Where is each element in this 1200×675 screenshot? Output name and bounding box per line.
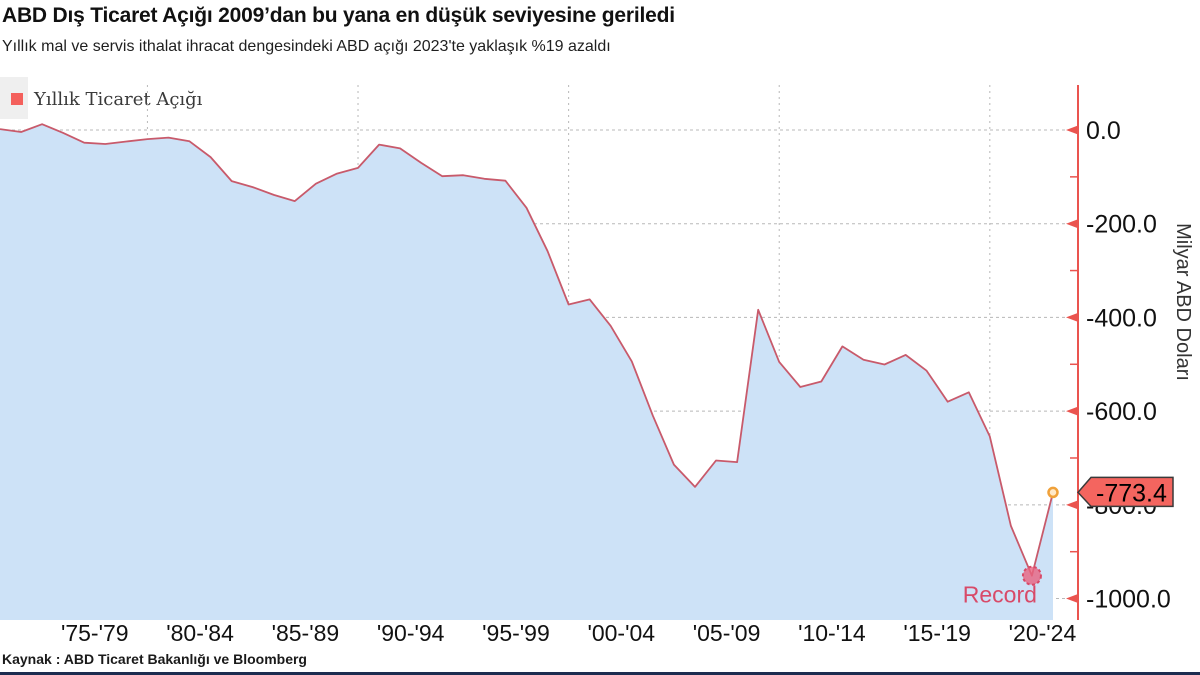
record-annotation-label: Record xyxy=(963,582,1037,608)
x-tick-label: '20-'24 xyxy=(1009,620,1077,646)
last-value-tag-label: -773.4 xyxy=(1096,479,1167,507)
x-tick-label: '95-'99 xyxy=(482,620,550,646)
last-value-tag xyxy=(1076,476,1174,508)
y-tick-arrow-icon xyxy=(1066,406,1078,416)
record-point-marker xyxy=(1021,565,1042,586)
x-tick-label: '15-'19 xyxy=(903,620,971,646)
x-tick-label: '80-'84 xyxy=(166,620,234,646)
x-tick-label: '85-'89 xyxy=(272,620,340,646)
y-tick-arrow-icon xyxy=(1066,500,1078,510)
y-tick-arrow-icon xyxy=(1066,125,1078,135)
page-title: ABD Dış Ticaret Açığı 2009’dan bu yana e… xyxy=(2,4,675,27)
y-axis xyxy=(1066,85,1079,620)
y-tick-arrow-icon xyxy=(1066,219,1078,229)
legend-swatch-icon xyxy=(11,93,23,105)
y-tick-label: -600.0 xyxy=(1086,398,1157,426)
y-tick-arrow-icon xyxy=(1066,312,1078,322)
page-subtitle: Yıllık mal ve servis ithalat ihracat den… xyxy=(2,38,611,55)
data-series xyxy=(0,123,1054,620)
x-tick-label: '90-'94 xyxy=(377,620,445,646)
source-credit: Kaynak : ABD Ticaret Bakanlığı ve Bloomb… xyxy=(2,651,307,667)
x-tick-label: '00-'04 xyxy=(587,620,655,646)
annotations: Record -773.4 xyxy=(963,476,1174,608)
x-tick-label: '10-'14 xyxy=(798,620,866,646)
x-tick-label: '75-'79 xyxy=(61,620,129,646)
y-tick-label: -200.0 xyxy=(1086,211,1157,239)
legend-label: Yıllık Ticaret Açığı xyxy=(34,89,203,110)
last-point-marker xyxy=(1047,486,1059,499)
area-fill xyxy=(0,124,1053,620)
trend-line xyxy=(0,123,1054,577)
x-tick-label: '05-'09 xyxy=(693,620,761,646)
y-tick-label: 0.0 xyxy=(1086,117,1121,145)
axis-tick-labels: 0.0-200.0-400.0-600.0-800.0-1000.0'75-'7… xyxy=(61,117,1171,646)
bottom-accent-bar xyxy=(0,672,1200,675)
y-tick-arrow-icon xyxy=(1066,594,1078,604)
y-axis-title: Milyar ABD Doları xyxy=(1172,223,1194,381)
y-tick-label: -1000.0 xyxy=(1086,586,1171,614)
y-tick-label: -400.0 xyxy=(1086,304,1157,332)
